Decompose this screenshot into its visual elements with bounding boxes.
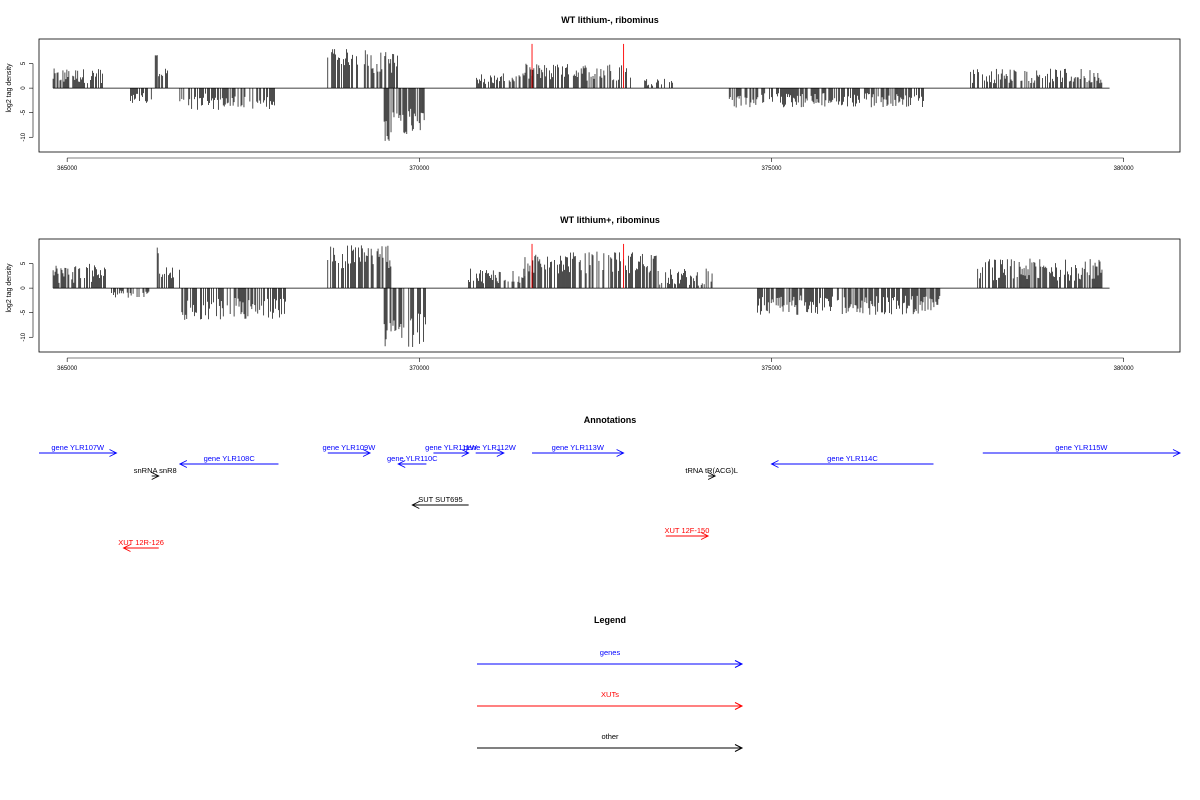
x-tick-label: 370000 [409, 366, 430, 372]
legend: Legend genes XUTs other [477, 615, 744, 752]
legend-title: Legend [594, 615, 626, 625]
legend-label: genes [600, 648, 621, 657]
feature-label: gene YLR111W [425, 443, 478, 452]
plot-frame [38, 238, 1181, 353]
feature-label: gene YLR107W [51, 443, 105, 452]
annotation-feature: gene YLR114C [770, 454, 934, 468]
legend-arrowhead [734, 660, 744, 668]
feature-label: tRNA tR(ACG)L [685, 466, 738, 475]
density-bars [52, 245, 1103, 347]
feature-label: gene YLR115W [1055, 443, 1108, 452]
annotation-feature: snRNA snR8 [134, 466, 177, 480]
annotation-feature: gene YLR111W [425, 443, 478, 457]
y-tick-label: -10 [21, 132, 27, 141]
annotations-title: Annotations [584, 415, 637, 425]
x-tick-label: 380000 [1114, 166, 1135, 172]
legend-item: XUTs [477, 690, 744, 710]
y-tick-label: -5 [21, 109, 27, 115]
x-tick-label: 365000 [57, 166, 78, 172]
legend-label: XUTs [601, 690, 619, 699]
direction-arrowhead [109, 449, 118, 457]
y-tick-label: -5 [21, 309, 27, 315]
feature-label: gene YLR114C [827, 454, 878, 463]
annotations-track: Annotations gene YLR107W gene YLR108C gene… [39, 415, 1182, 552]
direction-arrowhead [397, 460, 406, 468]
y-tick-label: -10 [21, 332, 27, 341]
feature-label: snRNA snR8 [134, 466, 177, 475]
x-tick-label: 375000 [761, 166, 782, 172]
direction-arrowhead [496, 449, 505, 457]
feature-label: gene YLR113W [552, 443, 605, 452]
feature-label: gene YLR110C [387, 454, 438, 463]
plot-frame [38, 38, 1181, 153]
x-tick-label: 370000 [409, 166, 430, 172]
y-tick-label: 0 [21, 86, 27, 90]
feature-label: SUT SUT695 [418, 495, 462, 504]
direction-arrowhead [178, 460, 188, 468]
annotation-feature: gene YLR110C [387, 454, 438, 468]
annotation-feature: SUT SUT695 [411, 495, 469, 509]
annotation-feature: XUT 12F-150 [665, 526, 710, 540]
direction-arrowhead [411, 501, 420, 509]
x-tick-label: 365000 [57, 366, 78, 372]
x-tick-label: 375000 [761, 366, 782, 372]
annotation-feature: gene YLR109W [322, 443, 376, 457]
feature-label: gene YLR112W [464, 443, 517, 452]
feature-label: XUT 12R-126 [118, 538, 164, 547]
direction-arrowhead [700, 532, 710, 540]
direction-arrowhead [770, 460, 779, 468]
x-tick-label: 380000 [1114, 366, 1135, 372]
annotation-feature: gene YLR107W [39, 443, 118, 457]
annotation-feature: XUT 12R-126 [118, 538, 164, 552]
y-tick-label: 5 [21, 261, 27, 265]
direction-arrowhead [616, 449, 625, 457]
density-bars [52, 49, 1103, 141]
y-tick-label: 0 [21, 286, 27, 290]
y-tick-label: 5 [21, 61, 27, 65]
annotation-feature: gene YLR115W [982, 443, 1182, 457]
track-panel-lithium-minus: WT lithium-, ribominus log2 tag density … [6, 15, 1181, 172]
direction-arrowhead [122, 544, 131, 552]
track-panel-lithium-plus: WT lithium+, ribominus log2 tag density … [6, 215, 1181, 372]
direction-arrowhead [707, 472, 717, 480]
panel-title: WT lithium-, ribominus [561, 15, 659, 25]
feature-label: gene YLR109W [322, 443, 376, 452]
feature-label: gene YLR108C [204, 454, 256, 463]
annotation-feature: tRNA tR(ACG)L [685, 466, 738, 480]
y-axis-label: log2 tag density [6, 263, 13, 313]
y-axis-label: log2 tag density [6, 63, 13, 113]
annotation-feature: gene YLR112W [464, 443, 517, 457]
annotation-feature: gene YLR113W [532, 443, 625, 457]
panel-title: WT lithium+, ribominus [560, 215, 660, 225]
direction-arrowhead [362, 449, 372, 457]
legend-label: other [601, 732, 619, 741]
direction-arrowhead [461, 449, 470, 457]
legend-arrowhead [734, 702, 744, 710]
legend-item: other [477, 732, 744, 752]
feature-label: XUT 12F-150 [665, 526, 710, 535]
direction-arrowhead [151, 472, 160, 480]
legend-item: genes [477, 648, 744, 668]
legend-arrowhead [734, 744, 744, 752]
annotation-feature: gene YLR108C [178, 454, 279, 468]
direction-arrowhead [1172, 449, 1182, 457]
